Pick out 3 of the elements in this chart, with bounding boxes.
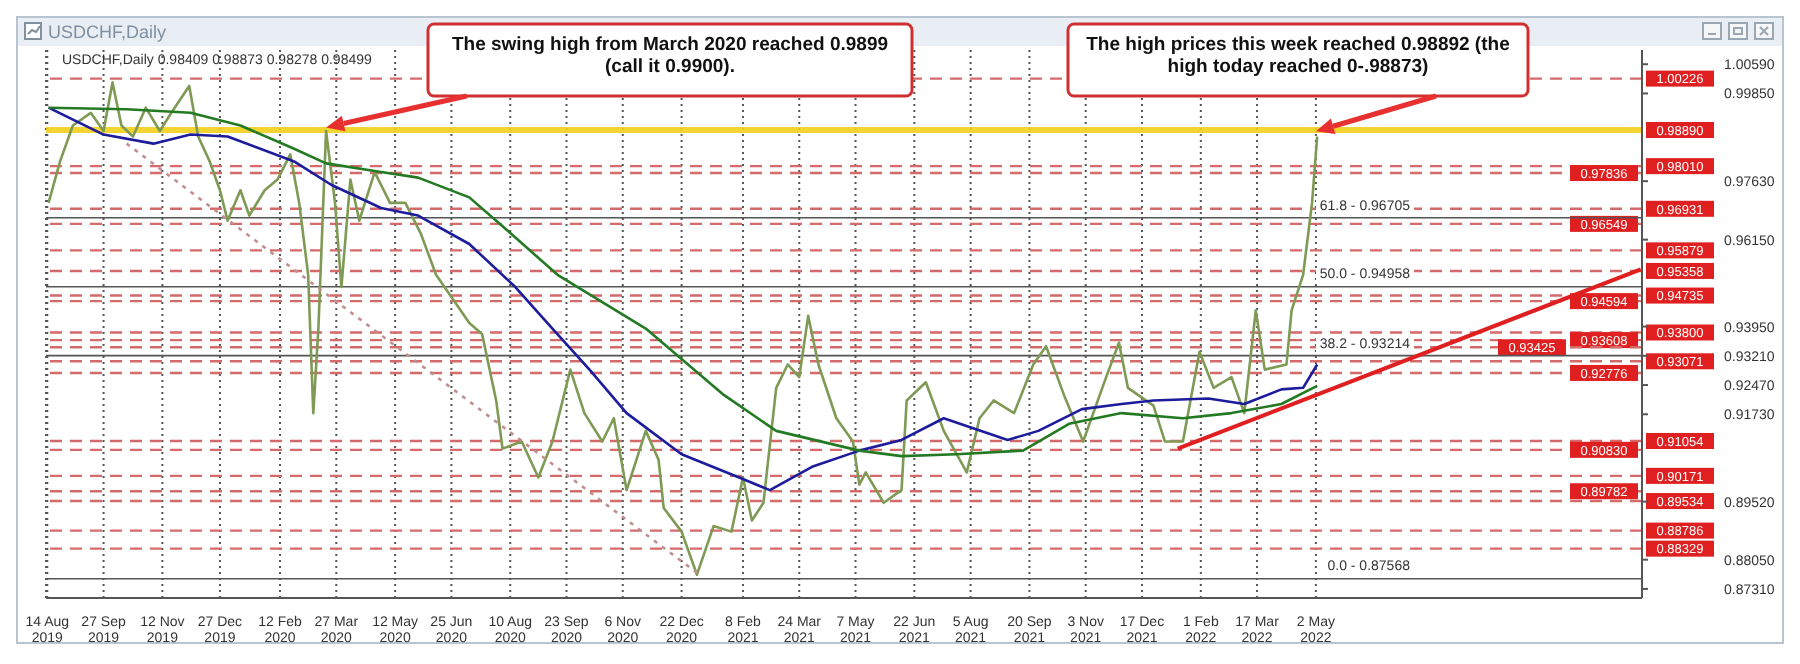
chart-title: USDCHF,Daily — [48, 20, 167, 46]
annotation: The high prices this week reached 0.98892 (the high today reached 0-.98873) — [1068, 24, 1528, 96]
annotation: The swing high from March 2020 reached 0.9899 (call it 0.9900). — [428, 24, 912, 96]
